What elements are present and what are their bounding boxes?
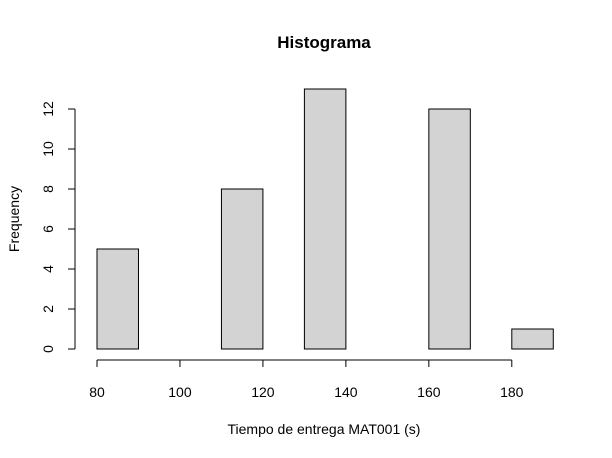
histogram-bar — [96, 248, 139, 350]
y-tick-label: 10 — [40, 141, 56, 157]
y-tick-label: 12 — [40, 101, 56, 117]
bars-group — [96, 88, 554, 350]
histogram-bar — [220, 188, 264, 350]
x-axis-label: Tiempo de entrega MAT001 (s) — [228, 421, 421, 437]
y-axis: 0 2 4 6 8 10 12 — [40, 101, 76, 353]
x-tick-label: 140 — [334, 384, 358, 400]
x-axis: 80 100 120 140 160 180 — [89, 359, 524, 400]
histogram-bar — [511, 328, 554, 350]
histogram-bar — [428, 108, 471, 350]
chart-title: Histograma — [277, 33, 371, 52]
y-tick-label: 4 — [40, 265, 56, 273]
x-tick-label: 180 — [500, 384, 524, 400]
x-tick-label: 100 — [168, 384, 192, 400]
x-tick-label: 120 — [251, 384, 275, 400]
y-tick-label: 6 — [40, 225, 56, 233]
histogram-bar — [303, 88, 347, 350]
y-tick-label: 8 — [40, 185, 56, 193]
x-tick-label: 160 — [417, 384, 441, 400]
y-tick-label: 2 — [40, 305, 56, 313]
y-axis-label: Frequency — [6, 186, 22, 252]
x-tick-label: 80 — [89, 384, 105, 400]
y-tick-label: 0 — [40, 345, 56, 353]
